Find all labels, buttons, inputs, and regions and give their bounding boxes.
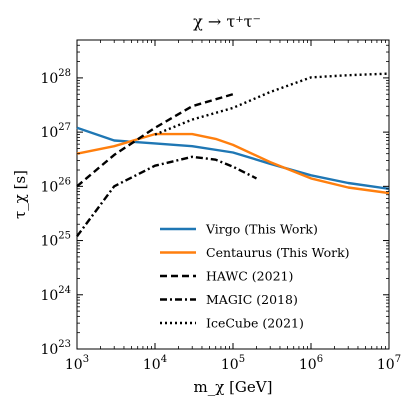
legend-label-1: Virgo (This Work) <box>205 222 318 237</box>
y-tick-label: 1023 <box>40 339 71 358</box>
x-tick-label: 105 <box>221 354 245 373</box>
legend-label-5: IceCube (2021) <box>206 316 304 331</box>
y-tick-label: 1026 <box>40 176 71 195</box>
y-axis-label: τ_χ [s] <box>11 170 29 219</box>
series-line-5 <box>154 72 390 136</box>
y-tick-label: 1024 <box>40 285 71 304</box>
y-tick-label: 1025 <box>40 231 71 250</box>
y-tick-label: 1028 <box>40 68 71 87</box>
series-line-4 <box>76 155 258 238</box>
x-tick-label: 107 <box>377 354 401 373</box>
series-line-3 <box>76 93 234 188</box>
x-tick-label: 106 <box>299 354 323 373</box>
legend-label-2: Centaurus (This Work) <box>206 245 350 260</box>
legend-label-3: HAWC (2021) <box>206 269 293 284</box>
x-tick-label: 104 <box>143 354 167 373</box>
x-axis-label: m_χ [GeV] <box>194 378 273 396</box>
y-tick-label: 1027 <box>40 122 71 141</box>
legend-label-4: MAGIC (2018) <box>206 292 298 307</box>
series-line-1 <box>76 126 390 190</box>
chart-title: χ → τ⁺τ⁻ <box>193 12 261 31</box>
series-line-2 <box>76 132 390 195</box>
x-tick-label: 103 <box>65 354 89 373</box>
